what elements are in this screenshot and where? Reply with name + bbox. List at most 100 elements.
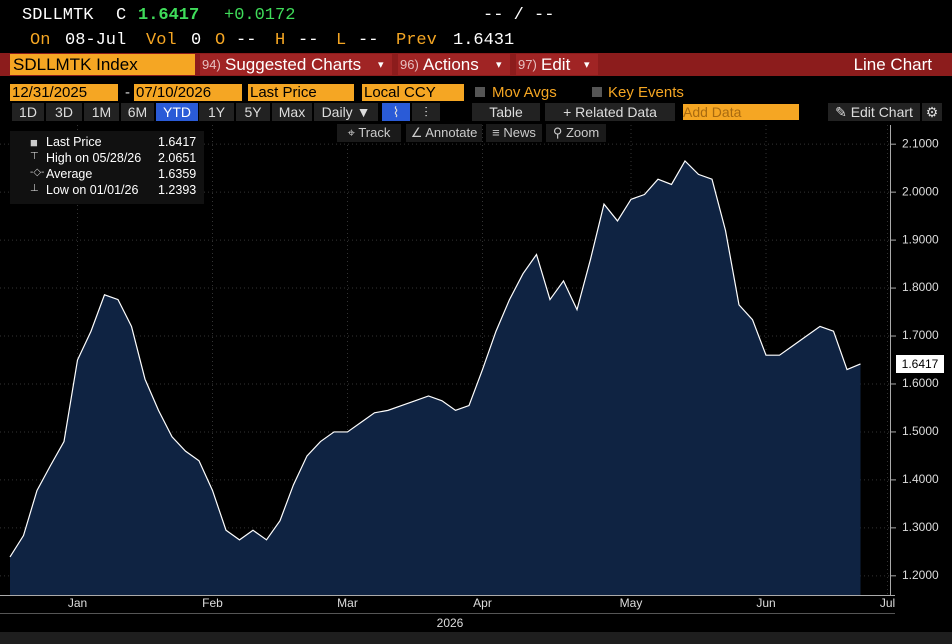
legend-label: Average: [46, 167, 93, 181]
legend-value: 2.0651: [158, 151, 197, 165]
x-tick-label: Jul: [880, 596, 895, 610]
checkbox[interactable]: [475, 87, 485, 97]
x-tick-label: Jan: [68, 596, 87, 610]
menu-caret: ▾: [378, 59, 384, 71]
date-sep: -: [125, 84, 130, 101]
period-button[interactable]: 5Y: [236, 103, 270, 121]
field-select[interactable]: Last Price: [248, 84, 354, 101]
menu-caret: ▾: [496, 59, 502, 71]
menu-caret: ▾: [584, 59, 590, 71]
period-button[interactable]: 1D: [12, 103, 44, 121]
add-data[interactable]: Add Data: [683, 104, 799, 120]
frequency[interactable]: Daily ▼: [314, 103, 378, 121]
security-box[interactable]: SDLLMTK Index: [10, 54, 195, 75]
y-tick-label: 1.6000: [902, 376, 939, 390]
status-bar: [0, 632, 952, 644]
y-tick-label: 1.7000: [902, 328, 939, 342]
legend-symbol: -◇-: [30, 167, 45, 178]
legend-box: [10, 131, 204, 204]
key-events[interactable]: Key Events: [608, 84, 684, 101]
chart-type[interactable]: Line Chart: [853, 55, 932, 74]
menu-bg: [398, 54, 510, 75]
y-tick-label: 2.0000: [902, 184, 939, 198]
edit-chart-label: Edit Chart: [850, 104, 913, 120]
legend-symbol: ■: [30, 135, 38, 150]
y-tick-label: 1.9000: [902, 232, 939, 246]
tool-label: Track: [358, 125, 391, 140]
related-label: Related Data: [575, 104, 657, 120]
quote-field: --: [298, 31, 319, 50]
y-tick-label: 1.3000: [902, 520, 939, 534]
legend-symbol: ⊤: [30, 151, 39, 162]
tool-button[interactable]: ∠ Annotate: [406, 124, 482, 142]
menu-num: 96): [400, 57, 419, 72]
tool-button[interactable]: ≡ News: [486, 124, 542, 142]
menu-label[interactable]: Actions: [423, 55, 479, 74]
quote-field: Vol: [146, 31, 177, 50]
price: 1.6417: [138, 6, 200, 25]
x-axis-title: 2026: [437, 616, 464, 630]
period-button[interactable]: 1Y: [199, 103, 234, 121]
legend-value: 1.6417: [158, 135, 197, 149]
frequency-label: Daily: [321, 104, 353, 120]
start-date[interactable]: 12/31/2025: [10, 84, 118, 101]
x-tick-label: May: [620, 596, 643, 610]
bar-icon[interactable]: ⫶: [412, 103, 440, 121]
period-button[interactable]: 6M: [121, 103, 154, 121]
menu-num: 94): [202, 57, 221, 72]
menu-num: 97): [518, 57, 537, 72]
menu-label[interactable]: Suggested Charts: [225, 55, 362, 74]
quote-field: 08-Jul: [65, 31, 127, 50]
line: [9, 159, 861, 558]
menu-bg: [516, 54, 598, 75]
bid-ask: -- / --: [483, 6, 555, 25]
quote-field: On: [30, 31, 51, 50]
y-tick-label: 1.8000: [902, 280, 939, 294]
x-tick-label: Apr: [473, 596, 492, 610]
chart-icon[interactable]: ⌇: [382, 103, 410, 121]
related-button[interactable]: + Related Data: [545, 103, 675, 121]
x-tick-label: Feb: [202, 596, 223, 610]
settings-gear[interactable]: ⚙: [922, 103, 942, 121]
currency-select[interactable]: Local CCY: [362, 84, 464, 101]
quote-field: --: [236, 31, 257, 50]
quote-field: O: [215, 31, 226, 50]
legend-label: Low on 01/01/26: [46, 183, 139, 197]
table-button[interactable]: Table: [472, 103, 540, 121]
mov-avgs[interactable]: Mov Avgs: [492, 84, 557, 101]
quote-field: L: [336, 31, 347, 50]
period-button[interactable]: YTD: [156, 103, 198, 121]
menu-label[interactable]: Edit: [541, 55, 571, 74]
y-tick-label: 1.2000: [902, 568, 939, 582]
last-price-badge: 1.6417: [896, 355, 944, 373]
ticker: SDLLMTK: [22, 6, 94, 25]
checkbox[interactable]: [592, 87, 602, 97]
area: [10, 160, 861, 595]
tool-label: Annotate: [425, 125, 478, 140]
edit-chart[interactable]: ✎ Edit Chart: [828, 103, 920, 121]
period-button[interactable]: Max: [272, 103, 312, 121]
close-flag: C: [116, 6, 127, 25]
tool-label: News: [503, 125, 536, 140]
tool-button[interactable]: ⌖ Track: [337, 124, 401, 142]
tool-label: Zoom: [565, 125, 600, 140]
quote-field: H: [275, 31, 286, 50]
y-tick-label: 1.5000: [902, 424, 939, 438]
change: +0.0172: [224, 6, 296, 25]
period-button[interactable]: 1M: [84, 103, 119, 121]
x-tick-label: Jun: [756, 596, 775, 610]
menu-bg: [200, 54, 392, 75]
x-tick-label: Mar: [337, 596, 358, 610]
legend-value: 1.6359: [158, 167, 197, 181]
tool-button[interactable]: ⚲ Zoom: [546, 124, 606, 142]
quote-field: Prev: [396, 31, 437, 50]
end-date[interactable]: 07/10/2026: [134, 84, 242, 101]
legend-symbol: ⊥: [30, 183, 39, 194]
quote-field: 1.6431: [453, 31, 515, 50]
legend-label: Last Price: [46, 135, 102, 149]
period-button[interactable]: 3D: [46, 103, 82, 121]
y-tick-label: 1.4000: [902, 472, 939, 486]
quote-field: 0: [191, 31, 202, 50]
